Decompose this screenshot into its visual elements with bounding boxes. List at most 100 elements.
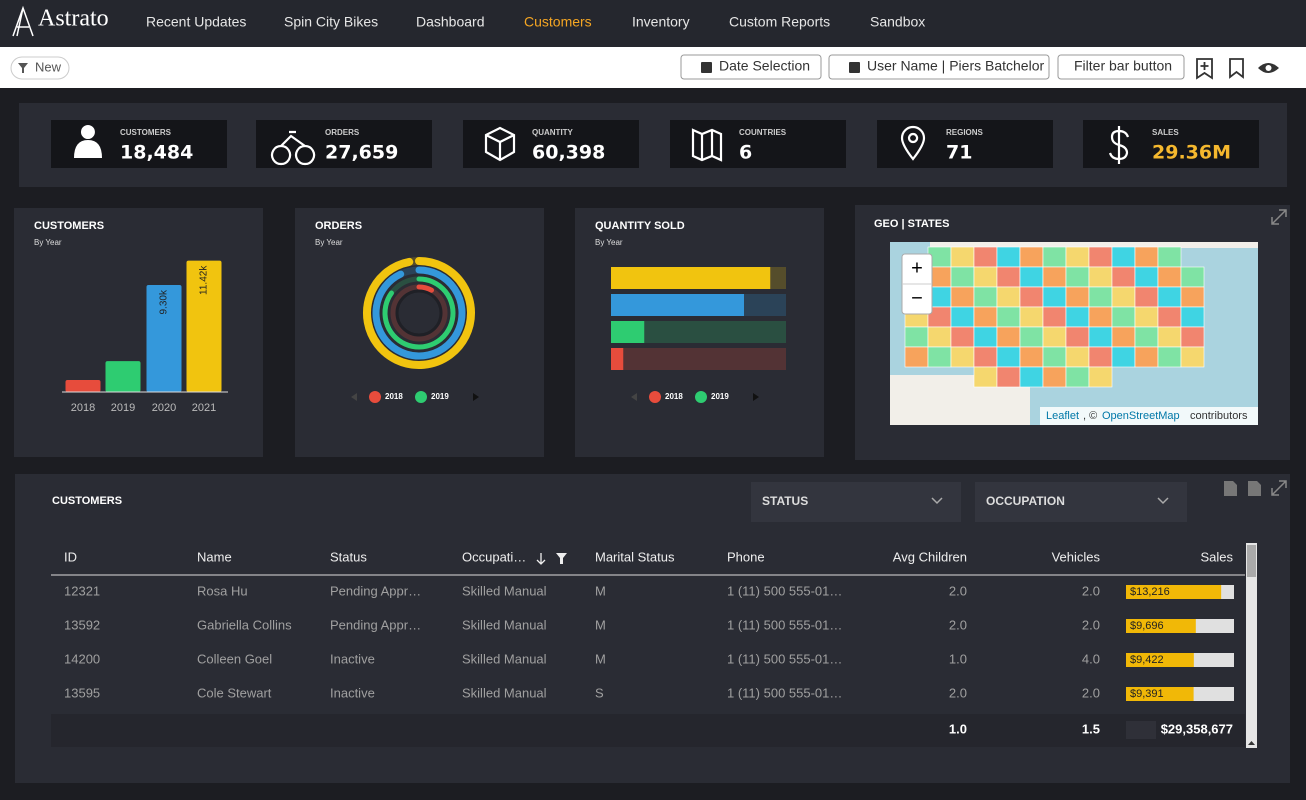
export-icon[interactable] [1248,481,1261,496]
kpi-label: COUNTRIES [739,128,787,137]
x-tick-label: 2019 [111,402,135,414]
map-state [1043,247,1066,267]
legend-swatch [695,391,707,403]
chart-title: QUANTITY SOLD [595,220,685,232]
table-title: CUSTOMERS [52,495,122,507]
bar-track [611,348,786,370]
column-header[interactable]: Sales [1200,549,1233,564]
table-cell: Skilled Manual [462,583,547,598]
map-state [1135,267,1158,287]
map-state [1112,287,1135,307]
map-state [997,327,1020,347]
toolbar-button-label: Filter bar button [1074,58,1172,74]
export-icon[interactable] [1224,481,1237,496]
nav-item[interactable]: Customers [524,14,592,30]
map-state [974,247,997,267]
map-state [905,347,928,367]
table-cell: Skilled Manual [462,685,547,700]
x-tick-label: 2021 [192,402,216,414]
eye-pupil [1266,65,1272,71]
column-header[interactable]: Status [330,549,367,564]
map-state [1020,347,1043,367]
map-state [997,307,1020,327]
scrollbar-thumb[interactable] [1247,545,1256,577]
calendar-icon [701,62,712,73]
bar [611,267,770,289]
chart-subtitle: By Year [315,238,343,247]
chart-subtitle: By Year [595,238,623,247]
nav-item[interactable]: Custom Reports [729,14,830,30]
table-cell: M [595,583,606,598]
map-state [974,267,997,287]
table-cell: Cole Stewart [197,685,272,700]
kpi-label: ORDERS [325,128,360,137]
column-header[interactable]: Occupati… [462,549,526,564]
column-header[interactable]: Name [197,549,232,564]
table-cell: Gabriella Collins [197,617,292,632]
map-state [1158,267,1181,287]
map-state [1112,327,1135,347]
table-cell: 1.0 [949,651,967,666]
table-cell: 1 (11) 500 555-01… [727,583,842,598]
bar [611,294,744,316]
legend-swatch [415,391,427,403]
table-cell: Pending Appr… [330,617,421,632]
table-cell: 14200 [64,651,100,666]
kpi-label: SALES [1152,128,1179,137]
nav-item[interactable]: Spin City Bikes [284,14,378,30]
totals-sales-bg [1126,721,1156,739]
nav-item[interactable]: Recent Updates [146,14,246,30]
map-state [974,307,997,327]
toolbar-button-label: User Name | Piers Batchelor [867,58,1044,74]
nav-item[interactable]: Dashboard [416,14,485,30]
map-state [1135,247,1158,267]
zoom-out[interactable]: − [911,287,923,309]
map-state [1112,247,1135,267]
map-state [1135,347,1158,367]
map-state [1112,347,1135,367]
table-cell: M [595,617,606,632]
map-state [951,287,974,307]
map-state [1020,307,1043,327]
column-header[interactable]: ID [64,549,77,564]
map-state [1066,347,1089,367]
table-cell: Inactive [330,685,375,700]
map-state [1112,307,1135,327]
column-header[interactable]: Marital Status [595,549,675,564]
legend-label: 2019 [711,392,729,401]
map-state [997,287,1020,307]
map-state [1112,267,1135,287]
table-cell: Skilled Manual [462,651,547,666]
filter-label: STATUS [762,494,808,508]
table-cell: 2.0 [1082,583,1100,598]
sales-label: $13,216 [1130,586,1170,598]
bar [66,380,101,392]
column-header[interactable]: Vehicles [1052,549,1101,564]
map-state [1158,247,1181,267]
table-cell: 1 (11) 500 555-01… [727,685,842,700]
map-state [1043,287,1066,307]
attribution-link[interactable]: OpenStreetMap [1102,410,1180,422]
map-state [1135,287,1158,307]
nav-item[interactable]: Sandbox [870,14,925,30]
zoom-in[interactable]: + [911,257,923,279]
table-cell: 1 (11) 500 555-01… [727,617,842,632]
table-cell: 2.0 [949,685,967,700]
column-header[interactable]: Phone [727,549,765,564]
map-state [1066,327,1089,347]
map-state [997,347,1020,367]
kpi-value: 18,484 [120,142,193,164]
map-state [997,267,1020,287]
user-icon [849,62,860,73]
map-state [1158,327,1181,347]
table-cell: 2.0 [1082,617,1100,632]
column-header[interactable]: Avg Children [893,549,967,564]
map-state [1020,327,1043,347]
map-state [951,267,974,287]
map-state [905,327,928,347]
map-state [1089,327,1112,347]
nav-item[interactable]: Inventory [632,14,690,30]
attribution-link[interactable]: Leaflet [1046,410,1079,422]
total-cell: 1.0 [949,721,967,736]
map-state [1020,267,1043,287]
